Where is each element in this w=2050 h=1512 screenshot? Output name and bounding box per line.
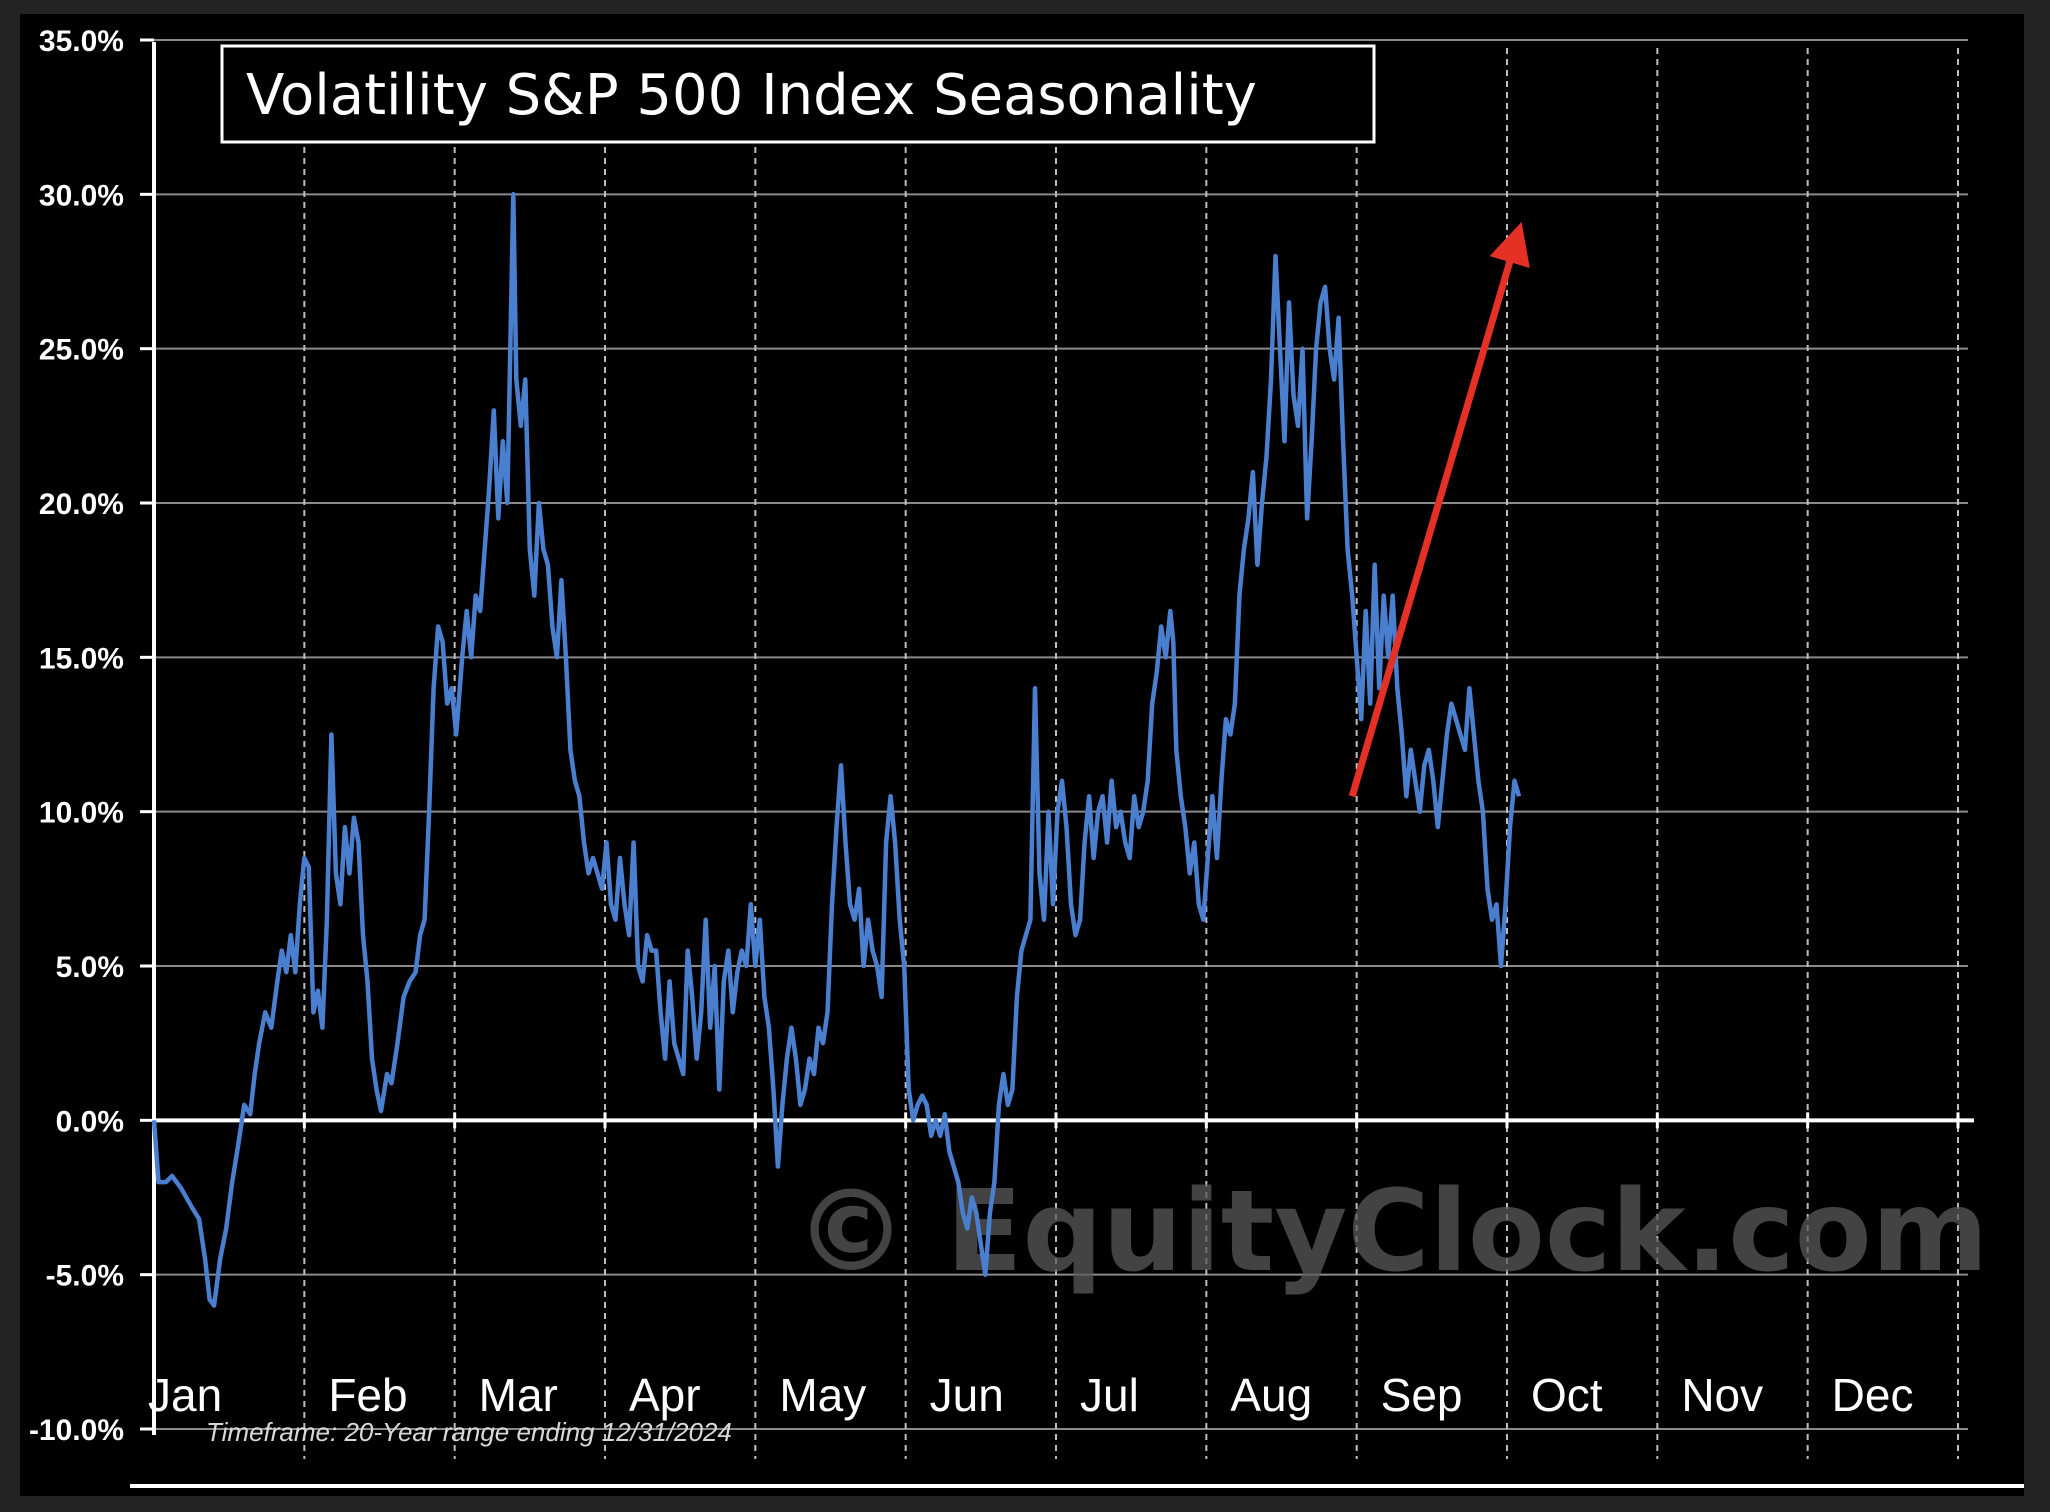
y-tick-label: 30.0% [39, 179, 124, 212]
y-tick-label: 35.0% [39, 25, 124, 58]
month-label: Jan [148, 1369, 222, 1421]
month-label: Mar [479, 1369, 558, 1421]
chart-area: 35.0% 30.0% 25.0% 20.0% 15.0% 10.0% 5.0% 0.0% -5… [20, 14, 2024, 1496]
y-tick-label: 20.0% [39, 488, 124, 521]
month-label: Apr [629, 1369, 701, 1421]
month-label: Nov [1681, 1369, 1763, 1421]
y-tick-label: -10.0% [29, 1414, 124, 1447]
annotation-arrow [1348, 221, 1530, 798]
y-tick-label: -5.0% [46, 1260, 124, 1293]
y-tick-label: 25.0% [39, 334, 124, 367]
month-label: Jun [930, 1369, 1004, 1421]
month-label: Feb [328, 1369, 407, 1421]
y-tick-label: 10.0% [39, 797, 124, 830]
month-label: Aug [1230, 1369, 1312, 1421]
timeframe-note: Timeframe: 20-Year range ending 12/31/20… [206, 1417, 732, 1447]
month-label: May [779, 1369, 866, 1421]
y-tick-label: 5.0% [56, 951, 124, 984]
watermark-text: © EquityClock.com [795, 1167, 1988, 1297]
y-tick-label: 15.0% [39, 642, 124, 675]
month-label: Sep [1381, 1369, 1463, 1421]
series-line [151, 192, 1522, 1308]
title-box [220, 44, 1376, 144]
y-tick-label: 0.0% [56, 1105, 124, 1138]
month-label: Jul [1080, 1369, 1139, 1421]
chart-svg: 35.0% 30.0% 25.0% 20.0% 15.0% 10.0% 5.0% 0.0% -5… [29, 25, 2024, 1488]
month-label: Oct [1531, 1369, 1603, 1421]
month-label: Dec [1832, 1369, 1914, 1421]
chart-title: Volatility S&P 500 Index Seasonality [246, 63, 1257, 128]
